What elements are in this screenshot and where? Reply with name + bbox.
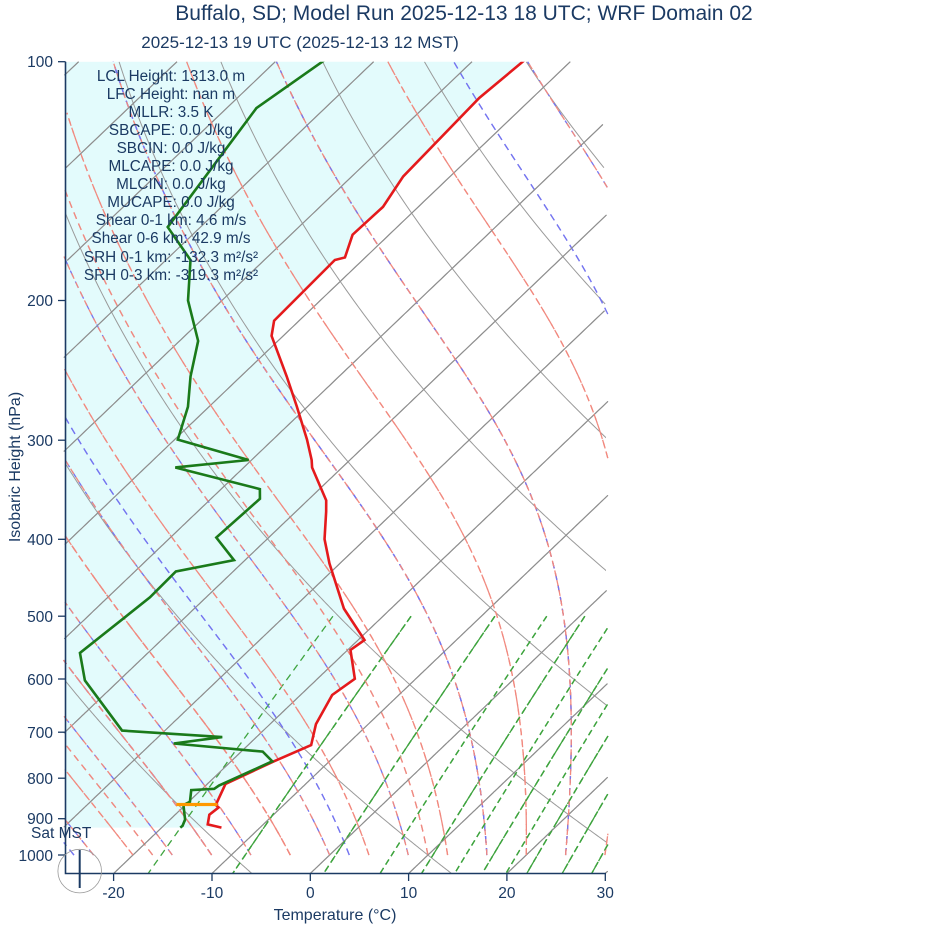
svg-text:30: 30 [597,885,615,902]
svg-text:MUCAPE: 0.0 J/kg: MUCAPE: 0.0 J/kg [107,194,235,211]
svg-text:-10: -10 [201,885,224,902]
svg-text:SBCIN: 0.0 J/kg: SBCIN: 0.0 J/kg [117,140,226,157]
svg-text:Isobaric Height (hPa): Isobaric Height (hPa) [7,392,24,542]
svg-text:200: 200 [27,293,53,310]
svg-text:SRH 0-1 km: -132.3 m²/s²: SRH 0-1 km: -132.3 m²/s² [84,249,258,266]
svg-text:800: 800 [27,771,53,788]
svg-text:500: 500 [27,609,53,626]
svg-text:300: 300 [27,433,53,450]
svg-text:400: 400 [27,532,53,549]
svg-text:Buffalo, SD; Model Run 2025-12: Buffalo, SD; Model Run 2025-12-13 18 UTC… [175,2,752,25]
svg-text:MLLR: 3.5 K: MLLR: 3.5 K [128,104,214,121]
svg-text:Shear 0-1 km: 4.6 m/s: Shear 0-1 km: 4.6 m/s [96,212,247,229]
svg-text:LCL Height: 1313.0 m: LCL Height: 1313.0 m [97,68,245,85]
svg-text:Temperature (°C): Temperature (°C) [274,907,397,924]
svg-text:LFC Height: nan m: LFC Height: nan m [107,86,235,103]
svg-text:600: 600 [27,672,53,689]
svg-text:0: 0 [306,885,315,902]
svg-text:SBCAPE: 0.0 J/kg: SBCAPE: 0.0 J/kg [109,122,233,139]
svg-text:1000: 1000 [19,848,54,865]
svg-text:10: 10 [400,885,418,902]
svg-text:2025-12-13 19 UTC (2025-12-13: 2025-12-13 19 UTC (2025-12-13 12 MST) [141,33,459,52]
svg-text:MLCIN: 0.0 J/kg: MLCIN: 0.0 J/kg [116,176,226,193]
svg-text:MLCAPE: 0.0 J/kg: MLCAPE: 0.0 J/kg [109,158,234,175]
svg-text:700: 700 [27,725,53,742]
svg-text:SRH 0-3 km: -319.3 m²/s²: SRH 0-3 km: -319.3 m²/s² [84,267,258,284]
svg-text:100: 100 [27,54,53,71]
svg-text:Shear 0-6 km: 42.9 m/s: Shear 0-6 km: 42.9 m/s [92,230,251,247]
svg-text:20: 20 [498,885,516,902]
svg-text:Sat MST: Sat MST [31,825,92,842]
svg-text:-20: -20 [102,885,125,902]
